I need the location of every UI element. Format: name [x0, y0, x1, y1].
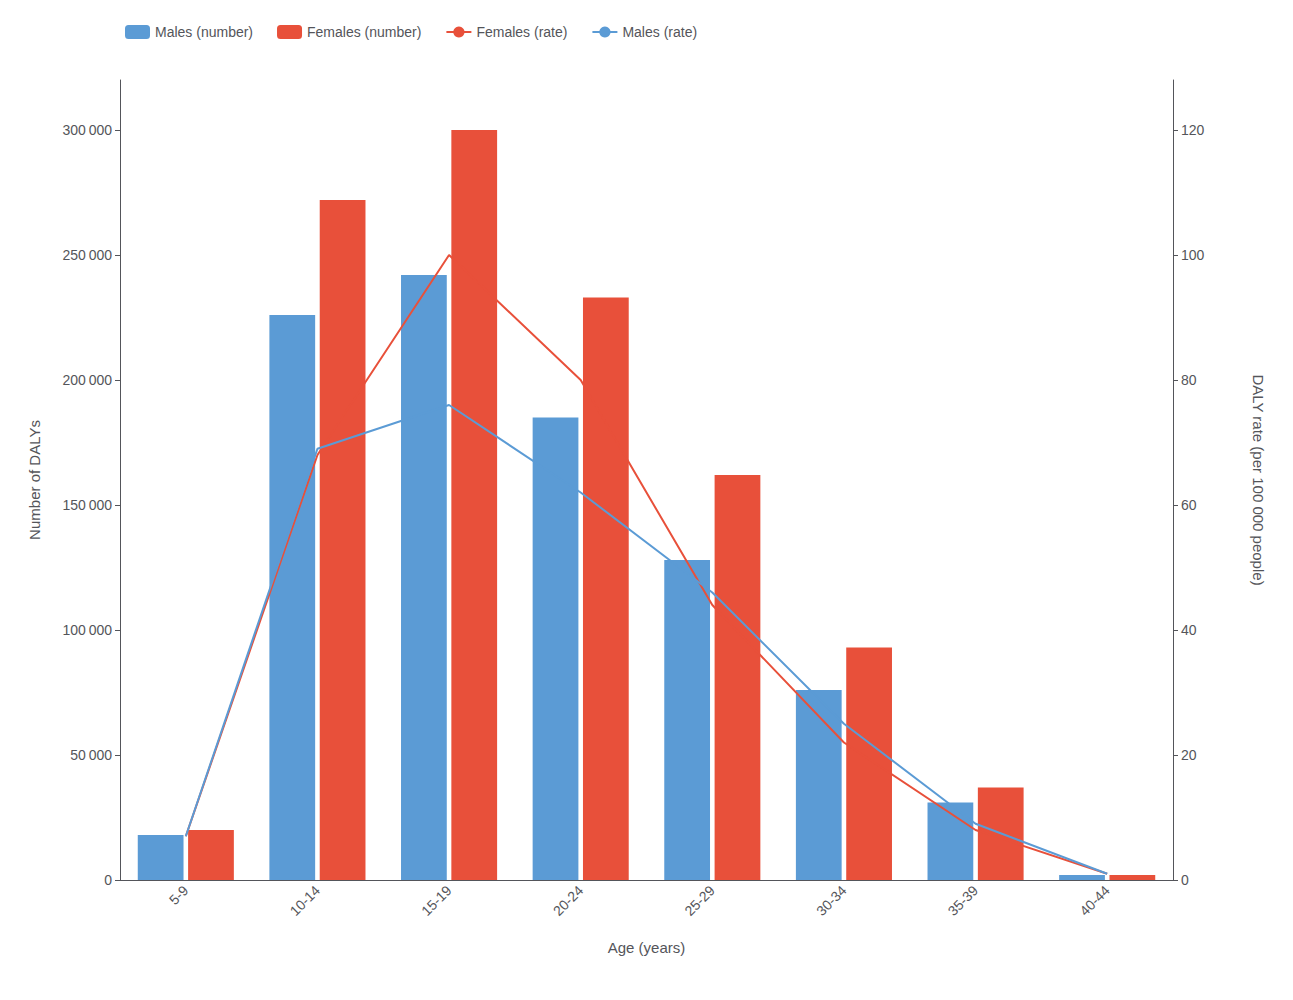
svg-text:120: 120	[1181, 122, 1205, 138]
svg-text:10-14: 10-14	[286, 882, 323, 919]
svg-text:250 000: 250 000	[62, 247, 112, 263]
svg-text:100: 100	[1181, 247, 1205, 263]
svg-text:Number of DALYs: Number of DALYs	[26, 420, 43, 540]
svg-text:50 000: 50 000	[70, 747, 112, 763]
svg-text:Males (number): Males (number)	[155, 24, 253, 40]
svg-text:20: 20	[1181, 747, 1197, 763]
svg-text:80: 80	[1181, 372, 1197, 388]
svg-text:0: 0	[1181, 872, 1189, 888]
svg-text:15-19: 15-19	[418, 882, 455, 919]
svg-text:5-9: 5-9	[166, 882, 192, 908]
svg-text:35-39: 35-39	[945, 882, 982, 919]
svg-text:100 000: 100 000	[62, 622, 112, 638]
svg-text:DALY rate (per 100 000 people): DALY rate (per 100 000 people)	[1250, 374, 1267, 585]
svg-text:40-44: 40-44	[1076, 882, 1113, 919]
svg-text:150 000: 150 000	[62, 497, 112, 513]
svg-text:300 000: 300 000	[62, 122, 112, 138]
svg-text:25-29: 25-29	[681, 882, 718, 919]
svg-text:30-34: 30-34	[813, 882, 850, 919]
svg-text:Age (years): Age (years)	[608, 939, 686, 956]
svg-text:200 000: 200 000	[62, 372, 112, 388]
svg-text:60: 60	[1181, 497, 1197, 513]
svg-text:Males (rate): Males (rate)	[622, 24, 697, 40]
svg-text:40: 40	[1181, 622, 1197, 638]
svg-text:Females (number): Females (number)	[307, 24, 421, 40]
svg-text:20-24: 20-24	[550, 882, 587, 919]
svg-text:Females (rate): Females (rate)	[476, 24, 567, 40]
svg-text:0: 0	[104, 872, 112, 888]
